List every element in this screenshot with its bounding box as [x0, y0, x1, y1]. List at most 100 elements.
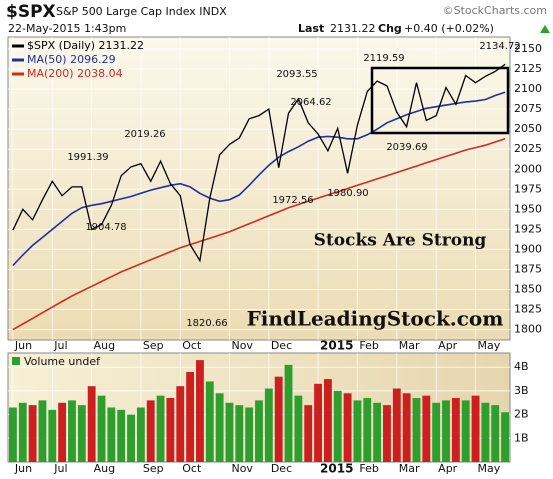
volume-bar	[9, 407, 17, 462]
y-tick-label: 1950	[514, 202, 542, 215]
volume-bar	[412, 398, 421, 462]
volume-bar	[442, 400, 450, 462]
volume-bar	[264, 388, 273, 462]
volume-bar	[422, 395, 431, 462]
volume-bar	[235, 405, 244, 462]
volume-bar	[333, 390, 342, 462]
x-tick-label: Feb	[359, 339, 378, 352]
legend-label: MA(50) 2096.29	[27, 53, 116, 66]
price-annotation: 2134.72	[479, 41, 520, 52]
overlay-text: FindLeadingStock.com	[247, 307, 504, 331]
volume-bar	[461, 400, 470, 462]
y-tick-label: 1925	[514, 222, 542, 235]
x-tick-label: Aug	[94, 339, 115, 352]
volume-bar	[87, 386, 96, 462]
overlay-text: Stocks Are Strong	[314, 231, 487, 251]
volume-bar	[245, 407, 254, 462]
volume-bar	[402, 393, 411, 462]
y-tick-label: 4B	[514, 360, 529, 373]
price-annotation: 2064.62	[290, 97, 331, 108]
price-panel	[7, 36, 511, 341]
price-annotation: 2039.69	[386, 142, 427, 153]
volume-bar	[225, 402, 234, 462]
y-tick-label: 2125	[514, 62, 542, 75]
volume-bar	[127, 414, 135, 462]
index-name: S&P 500 Large Cap Index INDX	[56, 5, 227, 18]
legend-label: $SPX (Daily) 2131.22	[27, 39, 144, 52]
volume-bar	[205, 381, 214, 462]
x-tick-label: 2015	[320, 339, 353, 353]
price-annotation: 1980.90	[327, 188, 368, 199]
ma-line	[12, 138, 506, 331]
price-annotation: 1972.56	[272, 195, 313, 206]
x-tick-label: Jun	[14, 339, 32, 352]
y-tick-label: 1875	[514, 262, 542, 275]
y-tick-label: 2100	[514, 82, 542, 95]
chg-label: Chg	[378, 22, 402, 35]
volume-bar	[383, 405, 391, 462]
volume-bar	[255, 400, 263, 462]
x-tick-label: Aug	[94, 462, 115, 475]
x-tick-label: May	[478, 339, 501, 352]
volume-bar	[77, 405, 86, 462]
price-annotation: 1820.66	[186, 318, 227, 329]
x-tick-label: Jun	[14, 462, 32, 475]
y-tick-label: 2025	[514, 142, 542, 155]
volume-layer: 1B 2B 3B 4B Jun Jul Aug Sep Oct Nov Dec 2015 Feb Mar A…	[8, 353, 529, 476]
volume-bar	[432, 402, 441, 462]
symbol: $SPX	[6, 2, 56, 22]
volume-bar	[196, 360, 204, 462]
chg-value: +0.40 (+0.02%)	[404, 22, 494, 35]
up-arrow	[540, 25, 550, 33]
volume-bar	[58, 402, 67, 462]
x-tick-label: Mar	[399, 462, 420, 475]
volume-bar	[274, 376, 283, 462]
y-tick-label: 2050	[514, 122, 542, 135]
volume-bar	[186, 371, 195, 462]
y-tick-label: 1800	[514, 323, 542, 336]
x-tick-label: Jul	[53, 462, 67, 475]
x-tick-label: Apr	[438, 339, 458, 352]
x-tick-label: Sep	[143, 462, 164, 475]
volume-bar	[343, 393, 352, 462]
x-tick-label: Nov	[231, 339, 253, 352]
price-annotation: 1904.78	[85, 222, 126, 233]
volume-bar	[107, 407, 116, 462]
volume-bar	[392, 388, 401, 462]
y-tick-label: 2150	[514, 42, 542, 55]
x-tick-label: May	[478, 462, 501, 475]
price-annotation: 2093.55	[276, 69, 317, 80]
y-tick-label: 2B	[514, 408, 529, 421]
volume-title: Volume undef	[24, 355, 101, 368]
x-tick-label: 2015	[320, 462, 353, 476]
volume-bar	[18, 402, 27, 462]
volume-bar	[284, 364, 293, 462]
volume-bar	[146, 400, 155, 462]
volume-bar	[28, 405, 37, 462]
volume-bar	[491, 405, 500, 462]
volume-bar	[373, 402, 382, 462]
highlight-box	[370, 66, 510, 135]
y-tick-label: 2000	[514, 162, 542, 175]
price-layer: 1800 1825 1850 1875 1900 1925 1950 1975 2000 2025…	[8, 37, 542, 353]
legend-swatch	[12, 357, 20, 365]
x-tick-label: Jul	[53, 339, 67, 352]
last-label: Last	[298, 22, 324, 35]
volume-bar	[48, 409, 57, 462]
volume-bar	[304, 405, 313, 462]
y-tick-label: 2075	[514, 102, 542, 115]
y-tick-label: 1B	[514, 431, 529, 444]
volume-bar	[156, 395, 165, 462]
datetime: 22-May-2015 1:43pm	[8, 22, 126, 35]
price-line	[12, 63, 506, 263]
last-value: 2131.22	[330, 22, 376, 35]
x-tick-label: Apr	[438, 462, 458, 475]
x-tick-label: Mar	[399, 339, 420, 352]
volume-bar	[215, 393, 224, 462]
price-annotation: 2119.59	[363, 53, 404, 64]
volume-bar	[353, 400, 362, 462]
volume-bar	[363, 398, 372, 462]
x-tick-label: Dec	[271, 462, 292, 475]
volume-bar	[323, 379, 332, 462]
